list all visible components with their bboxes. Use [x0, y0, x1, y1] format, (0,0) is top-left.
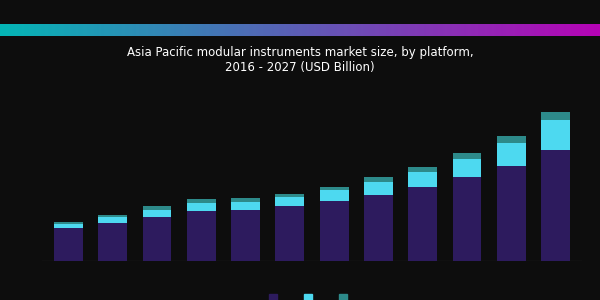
Bar: [275, 194, 304, 197]
Bar: [497, 136, 526, 142]
Bar: [408, 187, 437, 261]
Bar: [364, 177, 393, 182]
Bar: [541, 112, 570, 121]
Bar: [98, 214, 127, 217]
Bar: [187, 203, 216, 211]
Bar: [187, 211, 216, 261]
Bar: [54, 224, 83, 229]
Bar: [497, 166, 526, 261]
Bar: [231, 198, 260, 202]
Bar: [541, 121, 570, 149]
Bar: [541, 149, 570, 261]
Bar: [452, 177, 481, 261]
Bar: [143, 217, 172, 261]
Bar: [98, 217, 127, 223]
Bar: [452, 153, 481, 159]
Bar: [54, 229, 83, 261]
Bar: [275, 197, 304, 206]
Bar: [143, 206, 172, 210]
Bar: [408, 172, 437, 187]
Bar: [231, 210, 260, 261]
Bar: [231, 202, 260, 210]
Bar: [187, 200, 216, 203]
Bar: [143, 210, 172, 217]
Text: Asia Pacific modular instruments market size, by platform,
2016 - 2027 (USD Bill: Asia Pacific modular instruments market …: [127, 46, 473, 74]
Bar: [364, 195, 393, 261]
Bar: [98, 223, 127, 261]
Bar: [275, 206, 304, 261]
Bar: [408, 167, 437, 172]
Bar: [54, 221, 83, 224]
Bar: [320, 190, 349, 201]
Bar: [497, 142, 526, 166]
Bar: [452, 159, 481, 177]
Bar: [364, 182, 393, 195]
Bar: [320, 201, 349, 261]
Bar: [320, 187, 349, 190]
Legend: , , : , ,: [265, 289, 359, 300]
